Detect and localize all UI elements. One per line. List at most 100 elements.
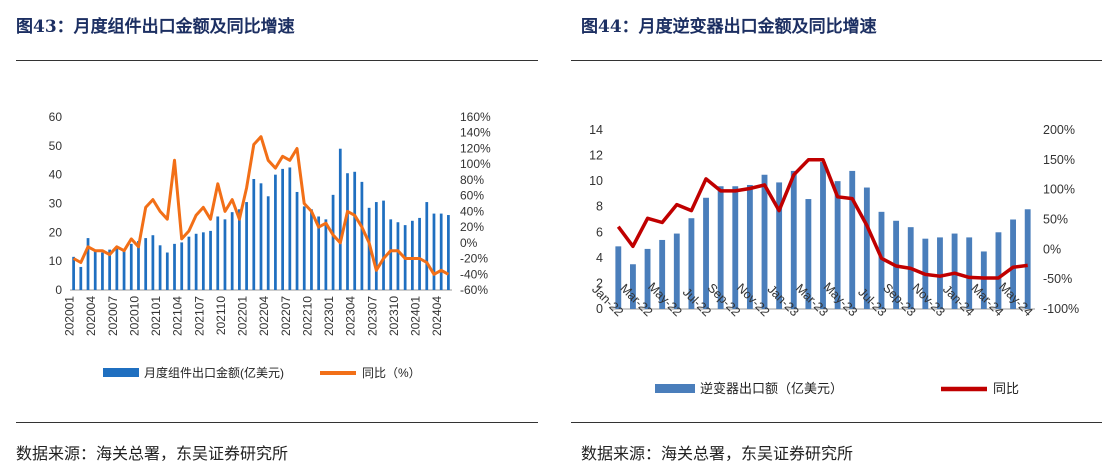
bar [346, 173, 349, 290]
bar [688, 218, 695, 309]
legend-bar-swatch [655, 384, 695, 393]
bar [173, 243, 176, 290]
bar [790, 170, 797, 309]
bar [1010, 219, 1016, 309]
bar [410, 220, 414, 290]
x-tick-label: 202310 [387, 296, 401, 336]
bar [115, 246, 119, 290]
y-right-tick-label: 120% [460, 141, 491, 155]
bar [374, 202, 378, 290]
legend-bar-label: 逆变器出口额（亿美元） [700, 381, 843, 396]
bar [389, 219, 393, 290]
x-tick-label: 202104 [171, 296, 185, 336]
bar [717, 186, 724, 309]
bar [209, 230, 212, 290]
bar [310, 209, 313, 290]
bottom-rule [571, 422, 1102, 423]
x-tick-label: 202307 [365, 296, 379, 336]
y-left-tick-label: 20 [49, 225, 63, 239]
x-tick-label: 202201 [236, 296, 250, 336]
right-panel: 图44：月度逆变器出口金额及同比增速 0 2 4 6 8 10 12 14 -100% -50% 0… [557, 0, 1114, 470]
y-right-tick-label: 100% [460, 157, 491, 171]
y-left-tick-label: 40 [49, 168, 63, 182]
x-tick-label: 202404 [430, 296, 444, 336]
bar [281, 168, 284, 290]
bar [820, 161, 826, 309]
bar [230, 212, 234, 290]
x-tick-label: 202304 [344, 296, 358, 336]
bar [805, 199, 812, 309]
bar [418, 217, 421, 290]
yoy-growth-line [72, 135, 450, 276]
y-left-tick-label: 0 [596, 302, 603, 316]
bar [245, 202, 248, 290]
bar [108, 249, 112, 290]
y-left-tick-label: 10 [49, 254, 63, 268]
x-tick-label: 202401 [409, 296, 423, 336]
bar [980, 251, 987, 309]
bar [288, 167, 292, 290]
bar [732, 186, 739, 309]
y-left-tick-label: 12 [589, 149, 603, 163]
y-right-tick-label: 20% [460, 220, 484, 234]
y-left-tick-label: 14 [589, 123, 603, 137]
bar [137, 240, 140, 290]
bar [274, 174, 277, 290]
bar [331, 194, 335, 290]
y-left-tick-label: 0 [55, 283, 62, 297]
bar [353, 171, 357, 290]
bar [659, 239, 666, 309]
y-right-tick-label: -20% [460, 252, 488, 266]
bar [439, 213, 443, 290]
y-left-tick-label: 2 [596, 276, 603, 290]
y-right-tick-label: 160% [460, 110, 491, 124]
bar [338, 148, 342, 290]
bar [382, 200, 385, 290]
bar [72, 256, 75, 290]
y-left-tick-label: 30 [49, 197, 63, 211]
y-right-tick-label: -40% [460, 267, 488, 281]
chart-module-export: 0 10 20 30 40 50 60 -60% -40%-20% 0% 20% 40%60% 80% 1… [49, 110, 491, 380]
bar [317, 216, 321, 290]
bar [158, 245, 162, 290]
bar [630, 264, 636, 309]
bar [259, 183, 263, 290]
y-right-tick-label: 60% [460, 189, 484, 203]
x-tick-label: 202101 [149, 296, 163, 336]
y-left-tick-label: 8 [596, 200, 603, 214]
bar [86, 238, 90, 290]
legend-line-label: 同比（%） [362, 366, 421, 380]
y-right-tick-label: -100% [1043, 302, 1079, 316]
y-left-tick-label: 6 [596, 225, 603, 239]
legend-line-label: 同比 [993, 381, 1019, 396]
y-left-tick-label: 4 [596, 251, 603, 265]
bar [238, 209, 241, 290]
bar [295, 191, 299, 290]
top-rule [16, 60, 538, 61]
bar [937, 237, 943, 309]
bar [151, 235, 155, 290]
bar [396, 222, 400, 290]
x-tick-label: 202001 [63, 296, 77, 336]
y-left-tick-label: 50 [49, 139, 63, 153]
y-right-tick-label: 0% [460, 236, 478, 250]
bar [180, 242, 184, 290]
bar [1024, 209, 1031, 309]
bar [703, 197, 709, 309]
bar [615, 246, 622, 309]
bar [834, 181, 841, 309]
bar [951, 233, 958, 309]
y-left-tick-label: 10 [589, 174, 603, 188]
bar [966, 237, 973, 309]
bar [93, 249, 97, 290]
y-right-tick-label: 40% [460, 204, 484, 218]
x-tick-label: 202204 [257, 296, 271, 336]
bar [144, 238, 148, 290]
y-right-tick-label: 140% [460, 126, 491, 140]
top-rule [571, 60, 1102, 61]
legend-bar-swatch [103, 368, 139, 377]
x-tick-label: 202007 [106, 296, 120, 336]
x-tick-label: 202301 [322, 296, 336, 336]
bar [216, 216, 220, 290]
y-right-tick-label: -60% [460, 283, 488, 297]
